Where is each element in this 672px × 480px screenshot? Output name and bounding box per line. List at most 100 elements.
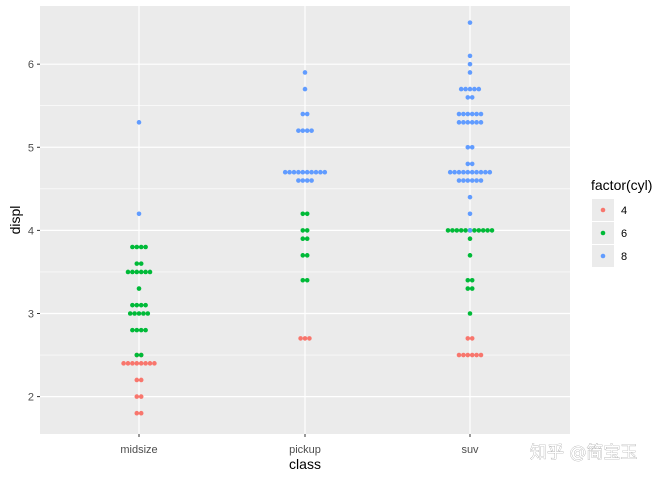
- data-dot-cyl-4: [465, 336, 471, 341]
- data-dot-cyl-4: [138, 410, 144, 416]
- data-dot-cyl-8: [456, 111, 462, 117]
- legend-label: 4: [621, 205, 627, 217]
- data-dot-cyl-8: [313, 169, 319, 175]
- data-dot-cyl-4: [465, 352, 471, 358]
- data-dot-cyl-8: [300, 111, 306, 117]
- data-dot-cyl-8: [300, 169, 306, 175]
- data-dot-cyl-8: [136, 211, 142, 217]
- data-dot-cyl-4: [143, 361, 148, 366]
- data-dot-cyl-6: [141, 311, 146, 316]
- data-dot-cyl-8: [456, 178, 462, 183]
- data-dot-cyl-8: [465, 120, 471, 125]
- y-tick-label: 3: [28, 308, 34, 320]
- data-dot-cyl-8: [300, 128, 306, 133]
- data-dot-cyl-6: [467, 236, 473, 241]
- data-dots: [121, 20, 495, 416]
- data-dot-cyl-6: [450, 228, 455, 233]
- data-dot-cyl-4: [469, 352, 475, 358]
- data-dot-cyl-8: [304, 111, 310, 117]
- data-dot-cyl-8: [465, 111, 471, 117]
- data-dot-cyl-8: [461, 120, 466, 125]
- data-dot-cyl-6: [143, 244, 148, 250]
- data-dot-cyl-6: [130, 244, 135, 250]
- x-tick-label: midsize: [120, 444, 157, 456]
- data-dot-cyl-6: [300, 253, 306, 258]
- data-dot-cyl-8: [465, 161, 471, 167]
- data-dot-cyl-8: [467, 70, 473, 75]
- data-dot-cyl-6: [300, 236, 306, 241]
- data-dot-cyl-6: [125, 269, 131, 275]
- y-tick-label: 6: [28, 59, 34, 71]
- data-dot-cyl-8: [304, 169, 310, 175]
- y-tick-label: 5: [28, 142, 34, 154]
- data-dot-cyl-6: [132, 311, 137, 316]
- data-dot-cyl-4: [474, 352, 479, 358]
- data-dot-cyl-8: [483, 169, 488, 175]
- data-dot-cyl-8: [302, 86, 308, 92]
- data-dot-cyl-6: [138, 261, 144, 266]
- data-dot-cyl-8: [296, 169, 301, 175]
- data-dot-cyl-8: [463, 86, 468, 92]
- data-dot-cyl-4: [134, 361, 140, 366]
- data-dot-cyl-6: [476, 228, 482, 233]
- data-dot-cyl-8: [458, 86, 464, 92]
- data-dot-cyl-8: [467, 86, 473, 92]
- data-dot-cyl-8: [447, 169, 453, 175]
- data-dot-cyl-8: [136, 120, 142, 125]
- legend-key-dot: [600, 230, 606, 236]
- data-dot-cyl-6: [130, 269, 135, 275]
- data-dot-cyl-6: [134, 327, 140, 333]
- data-dot-cyl-6: [143, 302, 148, 308]
- data-dot-cyl-6: [469, 277, 475, 283]
- data-dot-cyl-4: [456, 352, 462, 358]
- data-dot-cyl-8: [452, 169, 457, 175]
- data-dot-cyl-6: [134, 261, 140, 266]
- data-dot-cyl-6: [145, 311, 151, 316]
- data-dot-cyl-8: [309, 178, 314, 183]
- data-dot-cyl-4: [130, 361, 135, 366]
- data-dot-cyl-8: [469, 95, 475, 100]
- data-dot-cyl-6: [143, 269, 148, 275]
- data-dot-cyl-8: [478, 178, 484, 183]
- data-dot-cyl-8: [487, 169, 493, 175]
- data-dot-cyl-6: [138, 269, 144, 275]
- data-dot-cyl-6: [304, 253, 310, 258]
- data-dot-cyl-6: [136, 311, 142, 316]
- data-dot-cyl-4: [478, 352, 484, 358]
- x-axis-ticks: midsize pickup suv: [120, 434, 479, 456]
- data-dot-cyl-8: [474, 169, 479, 175]
- data-dot-cyl-4: [461, 352, 466, 358]
- data-dot-cyl-6: [480, 228, 486, 233]
- data-dot-cyl-8: [472, 86, 477, 92]
- data-dot-cyl-4: [469, 336, 475, 341]
- legend-label: 6: [621, 228, 627, 240]
- data-dot-cyl-4: [147, 361, 153, 366]
- data-dot-cyl-6: [138, 302, 144, 308]
- data-dot-cyl-6: [143, 327, 148, 333]
- data-dot-cyl-6: [127, 311, 133, 316]
- data-dot-cyl-8: [309, 169, 314, 175]
- data-dot-cyl-6: [458, 228, 464, 233]
- data-dot-cyl-8: [478, 169, 484, 175]
- data-dot-cyl-6: [130, 302, 135, 308]
- data-dot-cyl-8: [467, 194, 473, 200]
- data-dot-cyl-8: [469, 111, 475, 117]
- data-dot-cyl-8: [474, 111, 479, 117]
- data-dot-cyl-4: [138, 377, 144, 383]
- data-dot-cyl-8: [465, 178, 471, 183]
- data-dot-cyl-8: [456, 169, 462, 175]
- data-dot-cyl-6: [130, 327, 135, 333]
- data-dot-cyl-6: [138, 327, 144, 333]
- data-dot-cyl-4: [121, 361, 126, 366]
- data-dot-cyl-8: [318, 169, 323, 175]
- data-dot-cyl-4: [307, 336, 312, 341]
- data-dot-cyl-6: [467, 311, 473, 316]
- data-dot-cyl-6: [134, 302, 140, 308]
- data-dot-cyl-8: [465, 144, 471, 150]
- data-dot-cyl-8: [476, 86, 482, 92]
- data-dot-cyl-6: [485, 228, 490, 233]
- data-dot-cyl-6: [467, 253, 473, 258]
- data-dot-cyl-8: [461, 178, 466, 183]
- data-dot-cyl-6: [300, 277, 306, 283]
- data-dot-cyl-8: [304, 178, 310, 183]
